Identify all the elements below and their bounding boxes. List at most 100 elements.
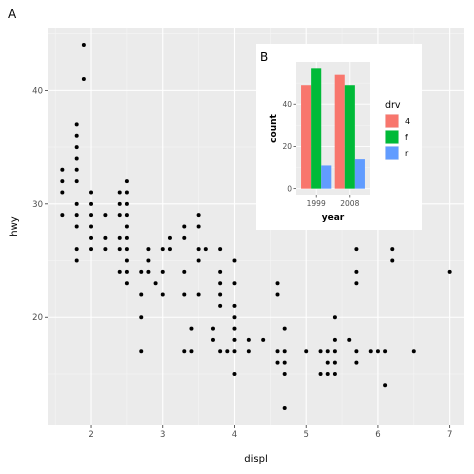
data-point (182, 292, 187, 297)
panel-b-y-ticks: 0 20 40 (282, 100, 296, 193)
data-point (74, 213, 79, 218)
data-point (282, 405, 287, 410)
data-point (124, 281, 129, 286)
data-point (74, 224, 79, 229)
data-point (196, 213, 201, 218)
bar-4-2008 (334, 74, 345, 189)
panel-a-x-axis-title: displ (244, 454, 267, 465)
data-point (332, 371, 337, 376)
data-point (74, 258, 79, 263)
data-point (89, 224, 94, 229)
data-point (390, 258, 395, 263)
data-point (354, 360, 359, 365)
data-point (146, 269, 151, 274)
data-point (74, 122, 79, 127)
y-tick-label: 30 (32, 200, 43, 210)
data-point (160, 247, 165, 252)
data-point (210, 337, 215, 342)
data-point (383, 383, 388, 388)
data-point (218, 269, 223, 274)
data-point (282, 349, 287, 354)
data-point (318, 349, 323, 354)
data-point (225, 349, 230, 354)
data-point (117, 235, 122, 240)
data-point (182, 235, 187, 240)
data-point (124, 213, 129, 218)
data-point (81, 77, 86, 82)
data-point (246, 349, 251, 354)
data-point (160, 292, 165, 297)
data-point (210, 326, 215, 331)
data-point (354, 269, 359, 274)
data-point (218, 247, 223, 252)
y-tick-label: 20 (32, 313, 43, 323)
data-point (196, 292, 201, 297)
data-point (182, 224, 187, 229)
data-point (124, 247, 129, 252)
data-point (232, 281, 237, 286)
panel-b-legend: drv 4 fr (385, 100, 410, 160)
data-point (103, 247, 108, 252)
data-point (124, 201, 129, 206)
data-point (117, 269, 122, 274)
data-point (218, 303, 223, 308)
data-point (117, 201, 122, 206)
data-point (160, 269, 165, 274)
data-point (304, 349, 309, 354)
data-point (124, 179, 129, 184)
data-point (318, 371, 323, 376)
data-point (74, 133, 79, 138)
data-point (74, 247, 79, 252)
data-point (332, 315, 337, 320)
data-point (232, 303, 237, 308)
x-tick-label: 3 (160, 430, 165, 440)
data-point (89, 235, 94, 240)
data-point (368, 349, 373, 354)
y-tick-label: 40 (32, 86, 43, 96)
y-tick-label: 20 (282, 142, 292, 151)
data-point (139, 292, 144, 297)
panel-a-y-axis-title: hwy (9, 216, 20, 237)
x-tick-label: 2008 (340, 199, 359, 208)
panel-a-points (60, 43, 452, 410)
data-point (325, 371, 330, 376)
data-point (196, 258, 201, 263)
data-point (354, 281, 359, 286)
data-point (189, 326, 194, 331)
data-point (89, 213, 94, 218)
data-point (275, 349, 280, 354)
data-point (390, 247, 395, 252)
bar-f-2008 (344, 85, 355, 189)
data-point (332, 337, 337, 342)
data-point (261, 337, 266, 342)
data-point (146, 258, 151, 263)
data-point (74, 145, 79, 150)
data-point (60, 190, 65, 195)
legend-key-r (385, 146, 399, 160)
x-tick-label: 1999 (307, 199, 326, 208)
data-point (218, 349, 223, 354)
data-point (124, 269, 129, 274)
x-tick-label: 2 (88, 430, 93, 440)
data-point (218, 292, 223, 297)
data-point (354, 247, 359, 252)
data-point (232, 315, 237, 320)
data-point (282, 326, 287, 331)
data-point (60, 213, 65, 218)
data-point (232, 349, 237, 354)
panel-a-y-ticks: 20 30 40 (32, 86, 48, 323)
data-point (60, 167, 65, 172)
y-tick-label: 0 (287, 184, 292, 193)
data-point (282, 371, 287, 376)
data-point (275, 292, 280, 297)
legend-key-f (385, 130, 399, 144)
legend-label: r (405, 149, 409, 158)
data-point (325, 349, 330, 354)
data-point (447, 269, 452, 274)
data-point (196, 224, 201, 229)
panel-b-x-axis-title: year (322, 213, 345, 223)
data-point (246, 337, 251, 342)
x-tick-label: 4 (232, 430, 237, 440)
data-point (117, 190, 122, 195)
